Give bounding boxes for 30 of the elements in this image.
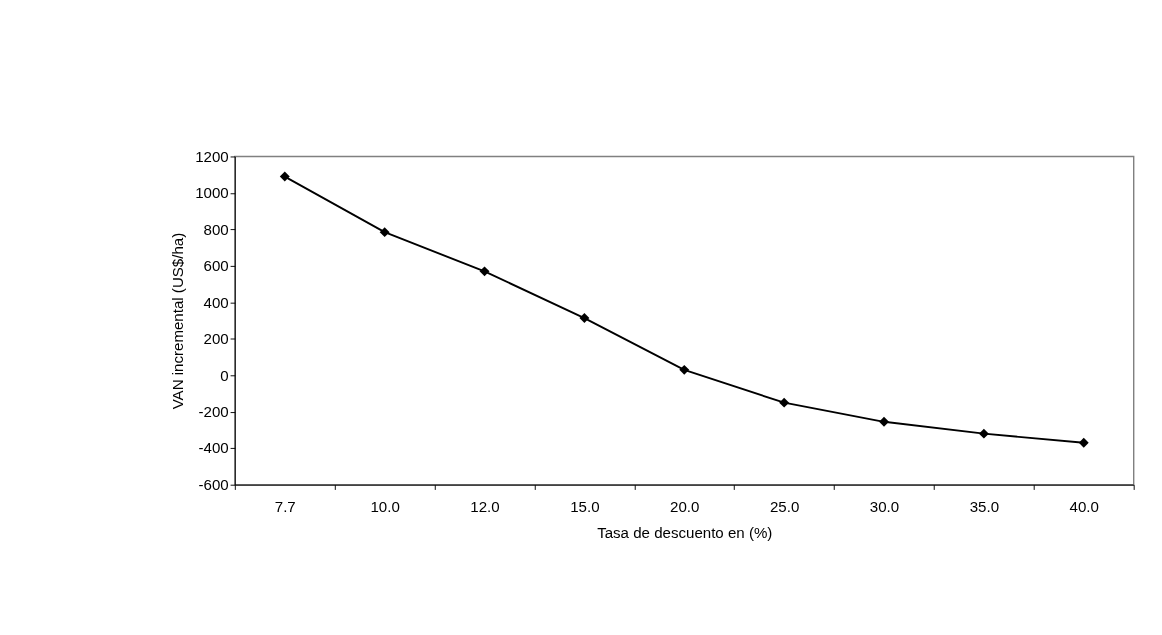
x-tick-label: 12.0 [470,497,500,515]
x-tick-label: 15.0 [570,497,600,515]
x-tick-label: 35.0 [969,497,1000,515]
point [879,416,889,427]
x-axis-title: Tasa de descuento en (%) [597,524,773,542]
y-tick-label: 200 [203,330,229,348]
point [679,364,690,375]
x-tick-label: 20.0 [670,497,700,515]
y-tick-label: -400 [198,439,229,457]
point [379,227,390,238]
y-tick-label: 600 [203,257,229,275]
point [579,313,590,323]
y-tick-label: 0 [220,366,229,384]
x-tick-label: 25.0 [769,497,800,515]
y-tick-label: -200 [198,402,229,420]
y-tick-label: 400 [203,293,229,311]
x-tick-label: 10.0 [370,497,400,515]
y-axis-title: VAN incremental (US$/ha) [168,232,186,410]
y-tick-label: -600 [198,475,229,493]
point [479,266,490,277]
x-tick-label: 7.7 [274,497,296,515]
y-tick-label: 1000 [195,184,229,202]
point [279,171,290,182]
y-tick-label: 1200 [195,147,229,165]
point [779,397,790,408]
point [1078,437,1089,448]
x-tick-label: 40.0 [1069,497,1099,515]
point [978,428,989,439]
y-tick-label: 800 [203,220,229,238]
x-tick-label: 30.0 [869,497,900,515]
